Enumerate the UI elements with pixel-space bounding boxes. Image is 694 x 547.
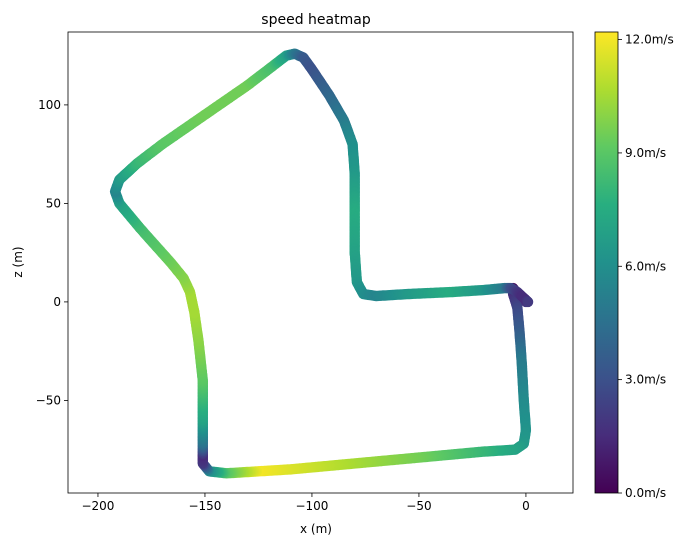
y-tick-label: 100	[38, 98, 61, 112]
colorbar	[594, 31, 619, 494]
y-axis-ticks: −50 0 50 100	[36, 98, 68, 407]
x-tick-label: −100	[295, 499, 328, 513]
x-tick-label: 0	[522, 499, 530, 513]
colorbar-tick-label: 6.0m/s	[625, 259, 666, 273]
speed-path	[109, 48, 534, 479]
plot-frame	[67, 31, 574, 494]
colorbar-ticks: 0.0m/s 3.0m/s 6.0m/s 9.0m/s 12.0m/s	[618, 33, 674, 500]
y-axis-label: z (m)	[11, 246, 25, 277]
x-tick-label: −150	[188, 499, 221, 513]
y-tick-label: 0	[53, 295, 61, 309]
colorbar-tick-label: 0.0m/s	[625, 486, 666, 500]
y-tick-label: 50	[46, 196, 61, 210]
x-axis-ticks: −200 −150 −100 −50 0	[81, 493, 530, 513]
colorbar-tick-label: 12.0m/s	[625, 33, 674, 47]
x-tick-label: −50	[406, 499, 431, 513]
colorbar-tick-label: 9.0m/s	[625, 146, 666, 160]
x-tick-label: −200	[81, 499, 114, 513]
y-tick-label: −50	[36, 393, 61, 407]
x-axis-label: x (m)	[300, 522, 332, 536]
colorbar-tick-label: 3.0m/s	[625, 373, 666, 387]
path-point	[522, 296, 534, 308]
chart-title: speed heatmap	[261, 12, 371, 28]
